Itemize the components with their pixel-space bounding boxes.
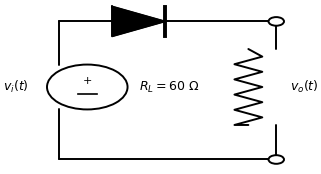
Text: $v_i(t)$: $v_i(t)$: [3, 79, 29, 95]
Text: $R_L = 60\ \Omega$: $R_L = 60\ \Omega$: [139, 80, 200, 94]
Circle shape: [268, 17, 284, 26]
Circle shape: [268, 155, 284, 164]
Text: +: +: [82, 76, 92, 86]
Polygon shape: [112, 6, 165, 36]
Text: $v_o(t)$: $v_o(t)$: [290, 79, 318, 95]
